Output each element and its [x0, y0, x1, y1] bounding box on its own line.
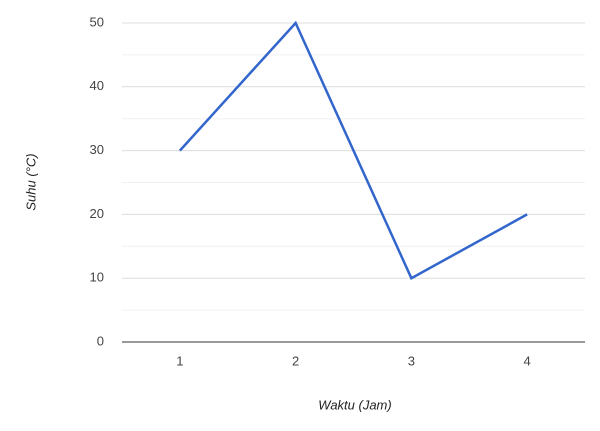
- x-tick-label: 2: [292, 353, 299, 368]
- y-axis-title: Suhu (°C): [23, 153, 38, 210]
- x-tick-label: 4: [524, 353, 531, 368]
- y-tick-label: 40: [90, 78, 104, 93]
- x-tick-label: 3: [408, 353, 415, 368]
- y-tick-label: 30: [90, 142, 104, 157]
- y-tick-label: 20: [90, 206, 104, 221]
- x-axis-title: Waktu (Jam): [318, 397, 391, 412]
- y-tick-label: 10: [90, 270, 104, 285]
- line-series: [178, 20, 528, 280]
- y-tick-label: 50: [90, 14, 104, 29]
- y-tick-label: 0: [97, 333, 104, 348]
- x-tick-label: 1: [176, 353, 183, 368]
